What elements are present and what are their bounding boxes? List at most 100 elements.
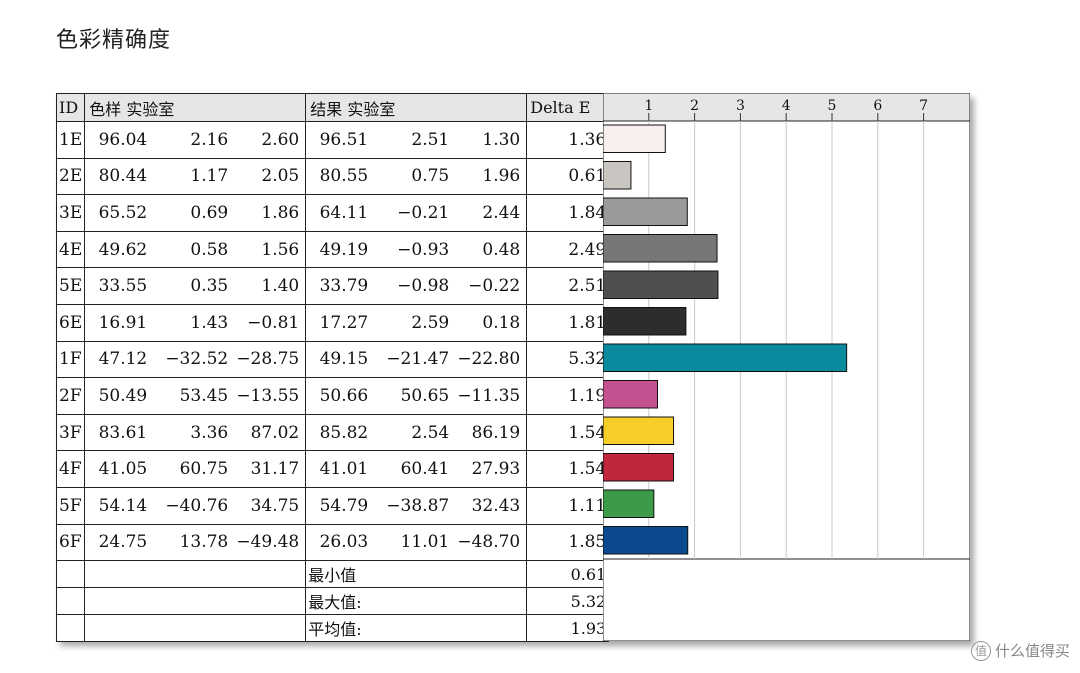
result-b-value: 86.19: [471, 422, 521, 443]
sample-b-value: 34.75: [250, 495, 300, 516]
sample-l-value: 16.91: [98, 312, 148, 333]
result-lab-cell: 64.11 −0.21 2.44: [305, 194, 528, 232]
result-lab-values: 26.03 11.01 −48.70: [308, 532, 522, 552]
result-b-value: 0.18: [482, 312, 521, 333]
row-id: 3F: [55, 413, 86, 452]
result-a-value: 60.41: [400, 459, 450, 480]
result-a-value: 2.51: [411, 129, 450, 150]
delta-e-value: 1.84: [526, 194, 610, 232]
sample-b-value: −49.48: [236, 532, 300, 553]
row-id: 5E: [55, 267, 86, 305]
sample-l-value: 65.52: [98, 202, 148, 223]
result-lab-values: 54.79 −38.87 32.43: [308, 496, 522, 516]
result-l-value: 41.01: [319, 459, 369, 480]
bar-5F: [603, 489, 655, 518]
page-title: 色彩精确度: [56, 28, 172, 53]
sample-lab-values: 33.55 0.35 1.40: [87, 276, 301, 296]
result-a-value: 0.75: [411, 166, 450, 187]
sample-l-value: 24.75: [98, 532, 148, 553]
summary-value: 1.93: [526, 614, 610, 643]
table-row: 1F 47.12 −32.52 −28.75 49.15 −21.47 −22.80 5.32: [55, 340, 610, 379]
row-id: 2E: [55, 157, 86, 196]
chart-summary-area: [603, 558, 970, 641]
table-row: 3F 83.61 3.36 87.02 85.82 2.54 86.19 1.54: [55, 413, 610, 452]
sample-lab-cell: 80.44 1.17 2.05: [84, 157, 307, 196]
sample-b-value: 1.40: [261, 276, 300, 297]
bar-4F: [603, 453, 675, 482]
x-tick-label: 7: [919, 98, 928, 114]
summary-label: 最小值: [305, 560, 528, 589]
x-tick-label: 4: [782, 98, 791, 114]
color-accuracy-table: ID 色样 实验室 结果 实验室 Delta E 1E 96.04 2.16 2.60…: [55, 93, 610, 643]
result-b-value: −48.70: [457, 532, 521, 553]
sample-a-value: 13.78: [179, 532, 229, 553]
result-lab-cell: 54.79 −38.87 32.43: [305, 486, 528, 525]
summary-row: 平均值: 1.93: [55, 614, 610, 643]
sample-l-value: 80.44: [98, 166, 148, 187]
row-id: 3E: [55, 194, 86, 232]
bar-2F: [603, 380, 659, 409]
header-sample-label: 色样 实验室: [89, 99, 175, 119]
bar-3F: [603, 416, 675, 445]
table-row: 6E 16.91 1.43 −0.81 17.27 2.59 0.18 1.81: [55, 303, 610, 342]
result-l-value: 49.19: [319, 239, 369, 260]
summary-row: 最大值: 5.32: [55, 587, 610, 616]
x-tick-label: 3: [736, 98, 745, 114]
row-id: 6F: [55, 523, 86, 562]
result-l-value: 54.79: [319, 495, 369, 516]
result-l-value: 96.51: [319, 129, 369, 150]
summary-empty-id: [55, 587, 86, 616]
sample-l-value: 50.49: [98, 385, 148, 406]
header-sample: 色样 实验室: [84, 93, 307, 122]
result-lab-cell: 49.15 −21.47 −22.80: [305, 340, 528, 379]
summary-label: 平均值:: [305, 614, 528, 643]
sample-lab-cell: 50.49 53.45 −13.55: [84, 377, 307, 415]
sample-l-value: 96.04: [98, 129, 148, 150]
sample-lab-values: 80.44 1.17 2.05: [87, 166, 301, 186]
bar-1E: [603, 124, 666, 153]
delta-e-value: 2.51: [526, 267, 610, 305]
x-tick-label: 2: [690, 98, 699, 114]
sample-b-value: −13.55: [236, 385, 300, 406]
result-b-value: −11.35: [457, 385, 521, 406]
bar-5E: [603, 270, 719, 299]
sample-a-value: 1.17: [190, 166, 229, 187]
table-row: 6F 24.75 13.78 −49.48 26.03 11.01 −48.70 1.85: [55, 523, 610, 562]
bar-6E: [603, 307, 687, 336]
sample-a-value: 2.16: [190, 129, 229, 150]
result-lab-cell: 49.19 −0.93 0.48: [305, 230, 528, 269]
result-a-value: −0.21: [397, 202, 450, 223]
sample-lab-values: 47.12 −32.52 −28.75: [87, 349, 301, 369]
result-l-value: 26.03: [319, 532, 369, 553]
result-a-value: 2.54: [411, 422, 450, 443]
result-lab-cell: 26.03 11.01 −48.70: [305, 523, 528, 562]
result-l-value: 80.55: [319, 166, 369, 187]
summary-empty-sample: [84, 614, 307, 643]
bar-1F: [603, 343, 848, 372]
result-b-value: −22.80: [457, 349, 521, 370]
sample-l-value: 54.14: [98, 495, 148, 516]
sample-a-value: 0.35: [190, 276, 229, 297]
result-a-value: −0.93: [397, 239, 450, 260]
sample-lab-values: 65.52 0.69 1.86: [87, 203, 301, 223]
result-l-value: 85.82: [319, 422, 369, 443]
result-b-value: 1.96: [482, 166, 521, 187]
table-row: 2F 50.49 53.45 −13.55 50.66 50.65 −11.35 1.19: [55, 377, 610, 415]
summary-empty-sample: [84, 560, 307, 589]
row-id: 1F: [55, 340, 86, 379]
sample-b-value: 2.05: [261, 166, 300, 187]
result-lab-cell: 80.55 0.75 1.96: [305, 157, 528, 196]
bar-4E: [603, 234, 718, 263]
x-tick-label: 6: [873, 98, 882, 114]
header-id: ID: [55, 93, 86, 122]
summary-empty-id: [55, 560, 86, 589]
sample-a-value: 53.45: [179, 385, 229, 406]
result-lab-values: 80.55 0.75 1.96: [308, 166, 522, 186]
result-lab-cell: 41.01 60.41 27.93: [305, 450, 528, 488]
result-b-value: −0.22: [468, 276, 521, 297]
sample-lab-cell: 16.91 1.43 −0.81: [84, 303, 307, 342]
result-lab-values: 33.79 −0.98 −0.22: [308, 276, 522, 296]
result-l-value: 33.79: [319, 276, 369, 297]
result-b-value: 0.48: [482, 239, 521, 260]
sample-lab-cell: 24.75 13.78 −49.48: [84, 523, 307, 562]
